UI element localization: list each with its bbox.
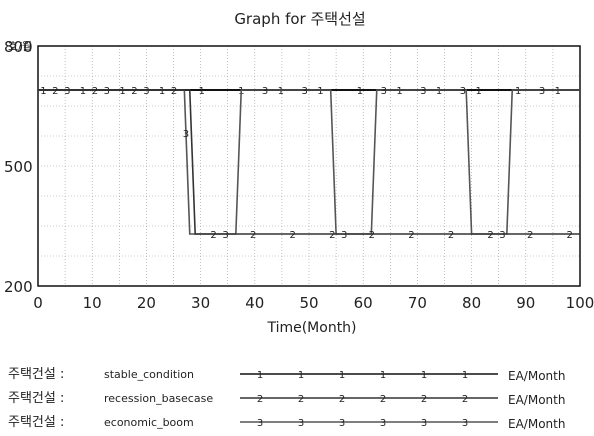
series-marker: 3: [262, 86, 268, 97]
chart-title: Graph for 주택선설: [234, 10, 365, 28]
series-marker: 1: [80, 86, 86, 97]
legend-marker: 2: [339, 394, 345, 405]
legend-marker: 2: [421, 394, 427, 405]
legend-marker: 3: [421, 418, 427, 429]
legend-unit: EA/Month: [508, 369, 565, 383]
x-tick-label: 60: [354, 294, 373, 312]
x-tick-label: 0: [33, 294, 43, 312]
series-marker: 1: [278, 86, 284, 97]
series-marker: 3: [499, 230, 505, 241]
x-tick-label: 50: [299, 294, 318, 312]
x-tick-label: 30: [191, 294, 210, 312]
series-marker: 3: [460, 86, 466, 97]
plot-frame: [37, 45, 581, 287]
x-tick-label: 100: [566, 294, 594, 312]
legend-series-name: recession_basecase: [104, 392, 213, 405]
legend-prefix: 주택건설 :: [8, 367, 64, 382]
legend-prefix: 주택건설 :: [8, 415, 64, 430]
legend-marker: 3: [380, 418, 386, 429]
legend-marker: 3: [339, 418, 345, 429]
legend-marker: 3: [298, 418, 304, 429]
series-marker: 3: [381, 86, 387, 97]
legend-series-name: economic_boom: [104, 416, 194, 429]
series-marker: 3: [222, 230, 228, 241]
series-marker: 1: [317, 86, 323, 97]
series-marker: 2: [527, 230, 533, 241]
series-marker: 2: [369, 230, 375, 241]
x-tick-label: 40: [245, 294, 264, 312]
series-marker: 1: [198, 86, 204, 97]
series-marker: 1: [119, 86, 125, 97]
x-tick-label: 90: [516, 294, 535, 312]
legend-marker: 3: [257, 418, 263, 429]
legend-marker: 1: [257, 370, 263, 381]
legend-series-name: stable_condition: [104, 368, 194, 381]
legend-marker: 2: [462, 394, 468, 405]
series-marker: 3: [341, 230, 347, 241]
series-marker: 1: [436, 86, 442, 97]
legend-prefix: 주택건설 :: [8, 391, 64, 406]
series-marker: 1: [357, 86, 363, 97]
series-marker: 2: [210, 230, 216, 241]
series-marker: 3: [420, 86, 426, 97]
legend-marker: 1: [339, 370, 345, 381]
series-marker: 2: [131, 86, 137, 97]
legend-marker: 1: [298, 370, 304, 381]
legend: 주택건설 : stable_condition 1 1 1 1 1 1 EA/Month 주택건설…: [8, 367, 565, 431]
tick-labels: 0 10 20 30 40 50 60 70 80 90 100 200 500 800: [4, 38, 594, 312]
legend-marker: 1: [462, 370, 468, 381]
series-marker: 1: [515, 86, 521, 97]
x-axis-label: Time(Month): [266, 320, 356, 336]
y-tick-label: 500: [4, 158, 33, 176]
x-tick-label: 80: [462, 294, 481, 312]
series-marker: 3: [64, 86, 70, 97]
legend-marker: 2: [298, 394, 304, 405]
series-marker: 1: [159, 86, 165, 97]
x-tick-label: 70: [408, 294, 427, 312]
legend-marker: 2: [257, 394, 263, 405]
series-marker: 1: [475, 86, 481, 97]
series-marker: 2: [567, 230, 573, 241]
grid: [38, 46, 580, 286]
y-tick-label: 800: [4, 38, 33, 56]
legend-unit: EA/Month: [508, 393, 565, 407]
series-marker: 3: [143, 86, 149, 97]
series-marker: 2: [52, 86, 58, 97]
series-marker: 2: [171, 86, 177, 97]
legend-unit: EA/Month: [508, 417, 565, 431]
y-tick-label: 200: [4, 278, 33, 296]
legend-marker: 3: [462, 418, 468, 429]
legend-marker: 1: [380, 370, 386, 381]
series-marker: 2: [408, 230, 414, 241]
series-marker: 3: [104, 86, 110, 97]
y-axis-label: 호/월: [8, 40, 32, 53]
series-marker: 2: [92, 86, 98, 97]
series-marker: 2: [250, 230, 256, 241]
series-marker: 1: [396, 86, 402, 97]
x-tick-label: 10: [83, 294, 102, 312]
legend-marker: 1: [421, 370, 427, 381]
series-line-recession_basecase: [38, 89, 580, 235]
series-marker: 2: [290, 230, 296, 241]
legend-marker: 2: [380, 394, 386, 405]
series-marker: 1: [40, 86, 46, 97]
series-line-economic_boom: [38, 89, 580, 235]
x-tick-label: 20: [137, 294, 156, 312]
series-marker: 2: [329, 230, 335, 241]
series-marker: 3: [301, 86, 307, 97]
series-marker: 2: [448, 230, 454, 241]
series-marker: 3: [539, 86, 545, 97]
series-marker: 3: [183, 129, 189, 140]
series-marker: 2: [487, 230, 493, 241]
series-marker: 1: [555, 86, 561, 97]
